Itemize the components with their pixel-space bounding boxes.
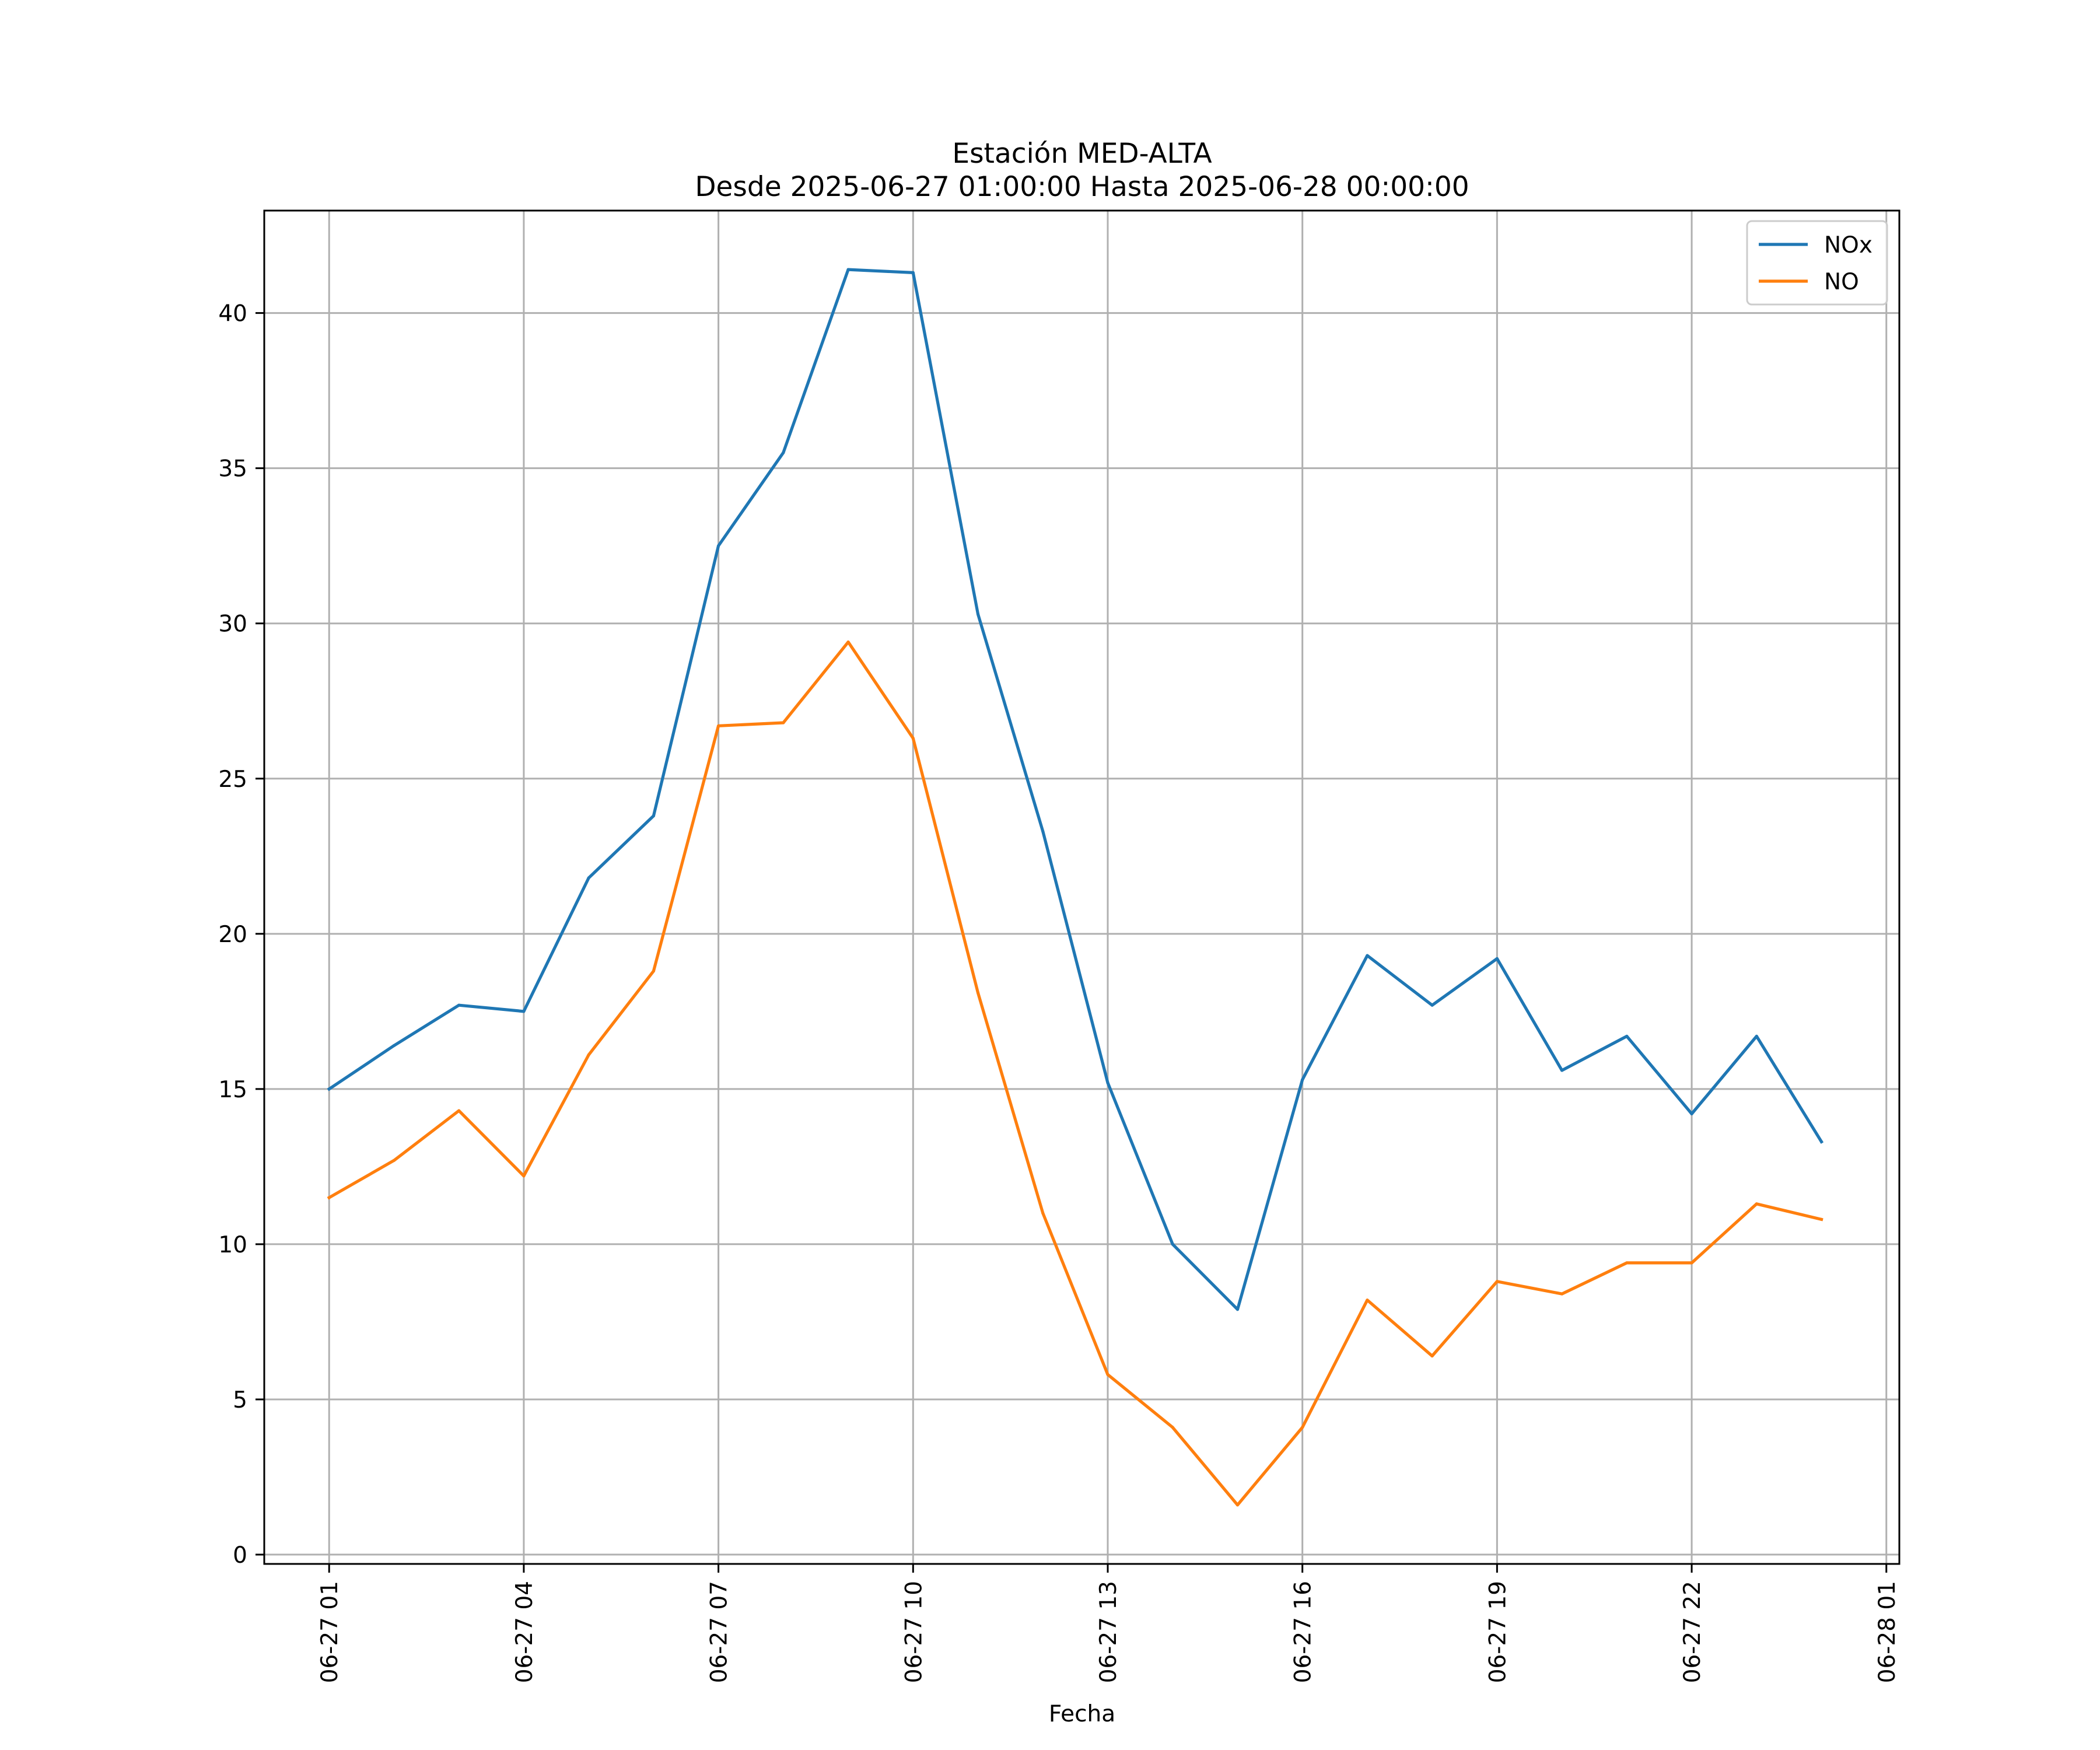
data-point-no	[652, 970, 655, 973]
y-tick-label: 25	[218, 766, 247, 793]
data-point-nox	[782, 451, 785, 454]
data-point-no	[976, 991, 980, 995]
data-point-nox	[652, 814, 655, 818]
data-point-no	[1819, 1217, 1824, 1221]
data-point-no	[1690, 1261, 1693, 1265]
data-point-no	[1301, 1426, 1304, 1429]
data-point-nox	[846, 268, 850, 271]
data-point-no	[522, 1174, 526, 1178]
data-point-no	[1041, 1212, 1045, 1215]
y-tick-label: 30	[218, 611, 247, 638]
data-point-no	[1755, 1202, 1758, 1206]
x-tick-label: 06-27 07	[706, 1581, 733, 1683]
data-point-no	[1106, 1373, 1110, 1377]
x-tick-label: 06-27 22	[1679, 1581, 1706, 1683]
x-tick-label: 06-27 01	[317, 1581, 343, 1683]
data-point-no	[327, 1196, 331, 1199]
x-tick-label: 06-27 13	[1096, 1581, 1122, 1683]
y-tick-label: 35	[218, 456, 247, 482]
data-point-no	[587, 1053, 590, 1056]
data-point-no	[911, 736, 915, 740]
data-point-nox	[1690, 1112, 1693, 1116]
series-lines	[327, 268, 1824, 1507]
data-point-nox	[1171, 1242, 1174, 1246]
grid	[264, 211, 1899, 1564]
y-tick-label: 20	[218, 922, 247, 948]
data-point-nox	[1755, 1034, 1758, 1038]
legend: NOx NO	[1746, 220, 1888, 306]
data-point-no	[1171, 1426, 1174, 1429]
data-point-nox	[1366, 954, 1369, 957]
y-tick-label: 15	[218, 1077, 247, 1103]
data-point-nox	[1236, 1308, 1240, 1311]
data-point-nox	[911, 271, 915, 275]
data-point-nox	[1625, 1034, 1629, 1038]
x-tick-label: 06-27 16	[1290, 1581, 1317, 1683]
data-point-no	[1430, 1354, 1434, 1358]
x-tick-label: 06-27 04	[512, 1581, 538, 1683]
data-point-no	[1366, 1298, 1369, 1302]
data-point-nox	[1041, 830, 1045, 833]
data-point-nox	[587, 876, 590, 880]
x-tick-label: 06-28 01	[1874, 1581, 1901, 1683]
data-point-no	[1495, 1280, 1499, 1283]
data-point-no	[1560, 1292, 1564, 1296]
data-point-no	[717, 724, 720, 727]
y-tick-label: 40	[218, 301, 247, 327]
plot-frame	[263, 209, 1901, 1565]
data-point-nox	[1560, 1069, 1564, 1072]
series-line-no	[327, 640, 1824, 1507]
data-point-nox	[457, 1003, 461, 1007]
data-point-no	[1625, 1261, 1629, 1265]
data-point-nox	[1301, 1078, 1304, 1082]
data-point-nox	[717, 544, 720, 548]
data-point-nox	[327, 1087, 331, 1091]
data-point-no	[846, 640, 850, 644]
x-tick-label: 06-27 19	[1485, 1581, 1511, 1683]
series-line-nox	[327, 268, 1824, 1311]
chart-subtitle: Desde 2025-06-27 01:00:00 Hasta 2025-06-…	[695, 171, 1469, 203]
axes: 0 5 10 15 20 25 30 35 40 06-27 01 06-27 04 06-27 07…	[218, 301, 1900, 1684]
legend-box	[1746, 220, 1888, 306]
y-tick-label: 0	[233, 1542, 247, 1569]
x-axis-label: Fecha	[1049, 1701, 1115, 1727]
data-point-no	[782, 721, 785, 724]
y-tick-label: 5	[233, 1387, 247, 1413]
data-point-nox	[392, 1044, 396, 1047]
y-tick-label: 10	[218, 1232, 247, 1258]
data-point-no	[1236, 1503, 1240, 1507]
legend-label-no: NO	[1824, 269, 1859, 295]
data-point-nox	[1819, 1140, 1824, 1143]
x-tick-label: 06-27 10	[901, 1581, 927, 1683]
data-point-nox	[1495, 957, 1499, 960]
legend-label-nox: NOx	[1824, 232, 1873, 258]
data-point-nox	[1430, 1003, 1434, 1007]
data-point-nox	[1106, 1081, 1110, 1084]
data-point-no	[392, 1158, 396, 1162]
chart-title: Estación MED-ALTA	[952, 138, 1212, 170]
data-point-no	[457, 1109, 461, 1112]
data-point-nox	[976, 612, 980, 616]
data-point-nox	[522, 1010, 526, 1013]
